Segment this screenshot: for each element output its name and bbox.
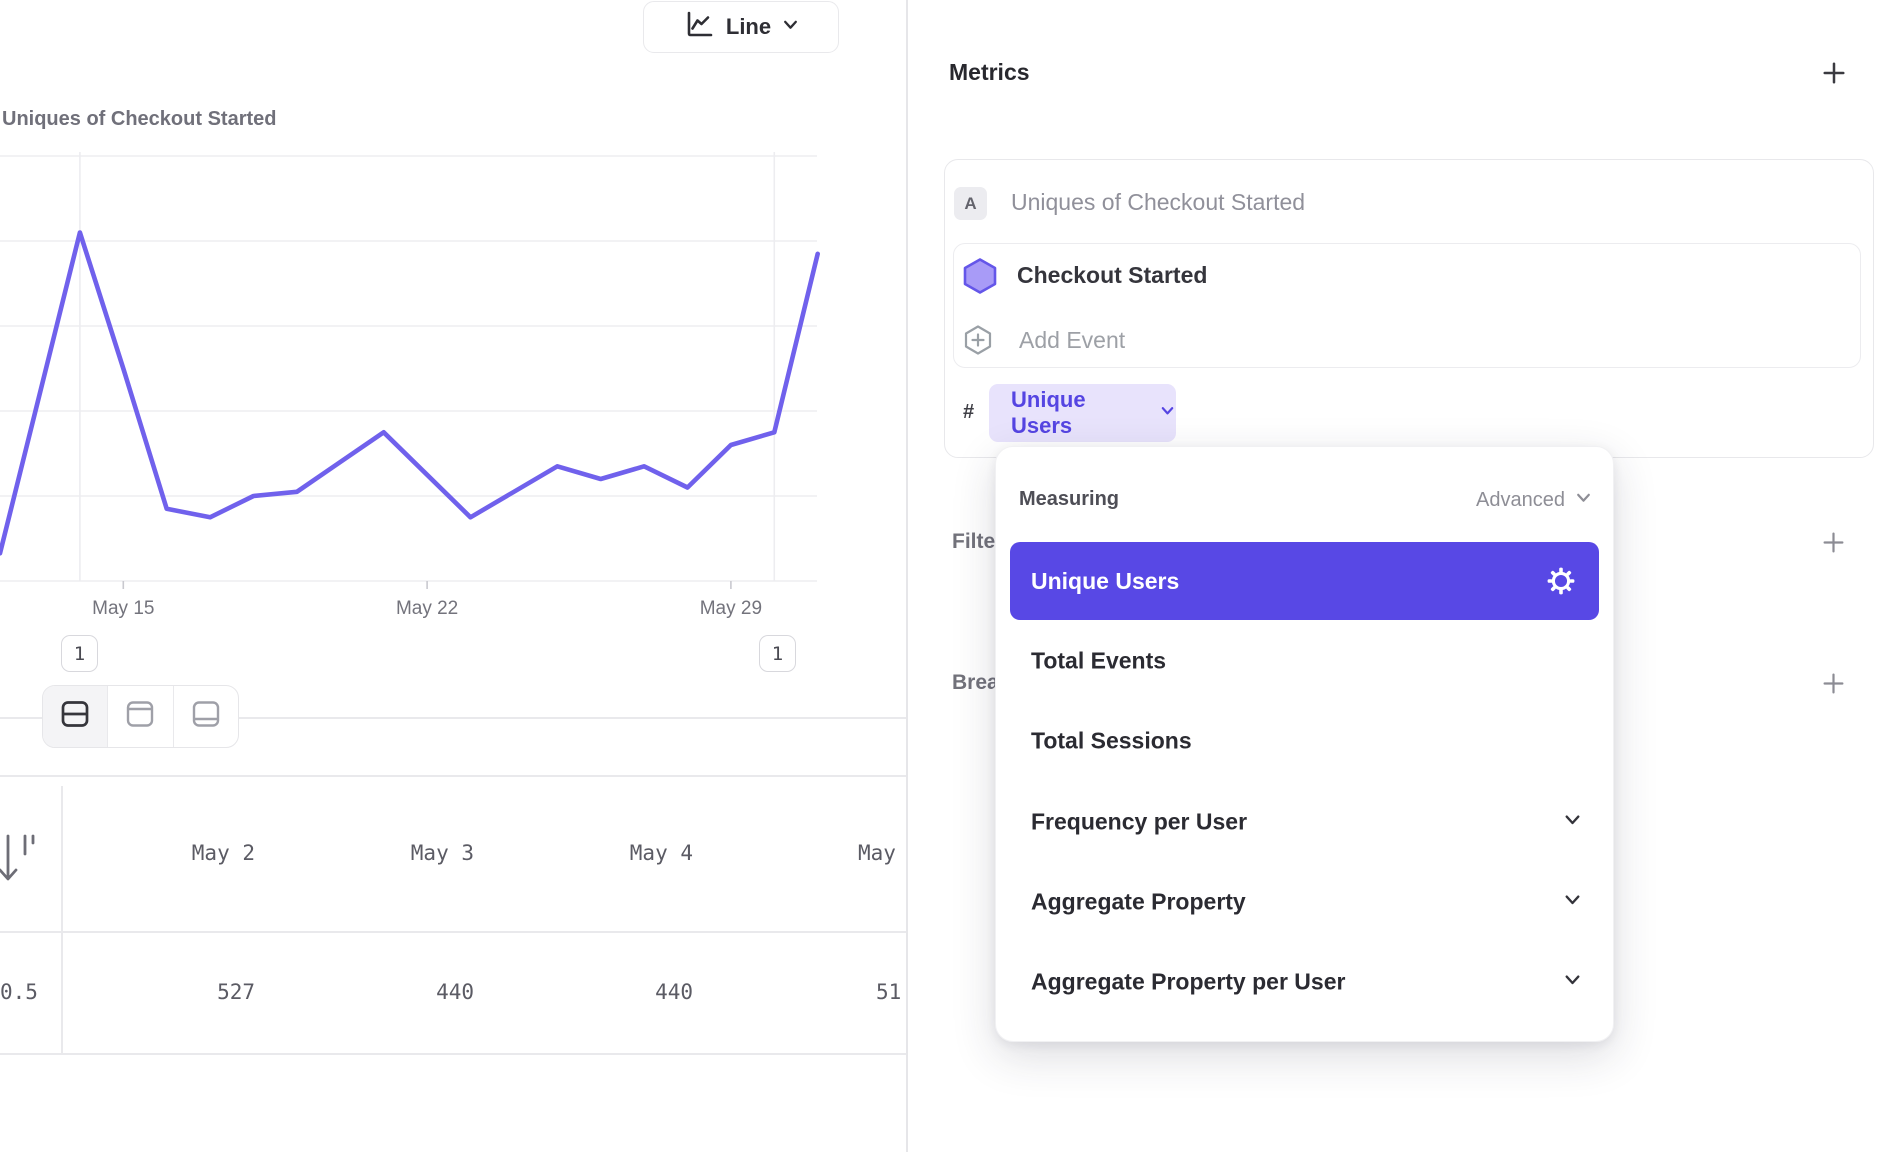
- chart-type-label: Line: [725, 14, 772, 39]
- menu-item-aggregate-property-per-user[interactable]: Aggregate Property per User: [996, 942, 1613, 1022]
- advanced-mode-toggle[interactable]: Advanced: [1476, 488, 1593, 512]
- line-chart[interactable]: [0, 0, 820, 660]
- chevron-down-icon: [1574, 488, 1593, 512]
- table-cell: 440: [436, 980, 474, 1004]
- table-header[interactable]: May: [858, 841, 896, 865]
- table-header[interactable]: May 2: [191, 841, 255, 865]
- table-frozen-cell: 0.5: [0, 980, 38, 1004]
- chevron-down-icon: [1562, 969, 1583, 995]
- section-divider: [0, 717, 906, 719]
- menu-item-label: Total Events: [1031, 647, 1167, 674]
- chevron-down-icon: [1562, 809, 1583, 835]
- aggregation-symbol: #: [963, 401, 975, 423]
- sort-descending-icon[interactable]: [0, 828, 40, 895]
- table-cell: 440: [655, 980, 693, 1004]
- x-axis-label: May 22: [395, 598, 459, 619]
- add-event-button[interactable]: Add Event: [1019, 327, 1126, 353]
- menu-item-label: Aggregate Property per User: [1031, 968, 1346, 995]
- menu-item-aggregate-property[interactable]: Aggregate Property: [996, 862, 1613, 942]
- aggregation-dropdown[interactable]: Unique Users: [989, 384, 1176, 442]
- measuring-header: Measuring: [1019, 488, 1120, 510]
- split-horizontal-icon: [59, 699, 91, 734]
- table-cell: 51: [876, 980, 902, 1004]
- chevron-down-icon: [1562, 889, 1583, 915]
- x-axis-label: May 29: [699, 598, 763, 619]
- annotation-badge[interactable]: 1: [61, 635, 98, 672]
- top-bar-layout-icon: [124, 699, 156, 734]
- menu-item-label: Frequency per User: [1031, 808, 1248, 835]
- line-chart-icon: [682, 8, 716, 47]
- chevron-down-icon: [781, 15, 800, 39]
- menu-item-label: Total Sessions: [1031, 727, 1192, 754]
- add-metric-button[interactable]: [1822, 61, 1846, 85]
- chart-type-button[interactable]: Line: [643, 1, 839, 53]
- table-header[interactable]: May 3: [410, 841, 474, 865]
- table-top-border: [0, 775, 906, 777]
- menu-item-unique-users-selected[interactable]: Unique Users: [1010, 542, 1599, 620]
- chevron-down-icon: [1159, 402, 1176, 424]
- bottom-bar-layout-icon: [190, 699, 222, 734]
- table-row-border: [0, 1053, 906, 1055]
- add-filter-button[interactable]: [1822, 531, 1846, 555]
- gear-icon[interactable]: [1547, 567, 1575, 600]
- measuring-dropdown-menu: Measuring Advanced Unique Users: [995, 446, 1614, 1042]
- table-header-border: [0, 931, 906, 933]
- aggregation-value: Unique Users: [1011, 387, 1086, 438]
- metric-card: A Uniques of Checkout Started Checkout S…: [944, 159, 1874, 458]
- layout-split-horizontal-button[interactable]: [43, 686, 109, 747]
- menu-item-label: Unique Users: [1031, 567, 1180, 594]
- menu-item-label: Aggregate Property: [1031, 888, 1246, 915]
- advanced-mode-label: Advanced: [1476, 488, 1565, 511]
- chart-title: Uniques of Checkout Started: [2, 108, 277, 130]
- layout-table-only-button[interactable]: [174, 686, 238, 747]
- add-breakdown-button[interactable]: [1822, 672, 1846, 696]
- menu-item-frequency-per-user[interactable]: Frequency per User: [996, 782, 1613, 862]
- menu-item-total-sessions[interactable]: Total Sessions: [996, 701, 1613, 781]
- table-header[interactable]: May 4: [629, 841, 693, 865]
- metric-letter-badge: A: [954, 187, 987, 220]
- chart-panel: Line Uniques of Checkout Started May 15 …: [0, 0, 906, 1152]
- table-cell: 527: [217, 980, 255, 1004]
- event-name[interactable]: Checkout Started: [1017, 262, 1208, 288]
- table-column-divider: [61, 786, 63, 1054]
- layout-toggle-group: [42, 685, 239, 748]
- annotation-badge[interactable]: 1: [759, 635, 796, 672]
- add-event-icon[interactable]: [963, 324, 993, 361]
- metric-name[interactable]: Uniques of Checkout Started: [1011, 189, 1306, 215]
- menu-item-total-events[interactable]: Total Events: [996, 621, 1613, 701]
- x-axis-label: May 15: [92, 598, 155, 619]
- event-box: Checkout Started Add Event: [953, 243, 1861, 368]
- event-hexagon-icon: [962, 257, 998, 300]
- metrics-section-title: Metrics: [949, 59, 1030, 85]
- layout-chart-only-button[interactable]: [108, 686, 174, 747]
- panel-divider: [906, 0, 908, 1152]
